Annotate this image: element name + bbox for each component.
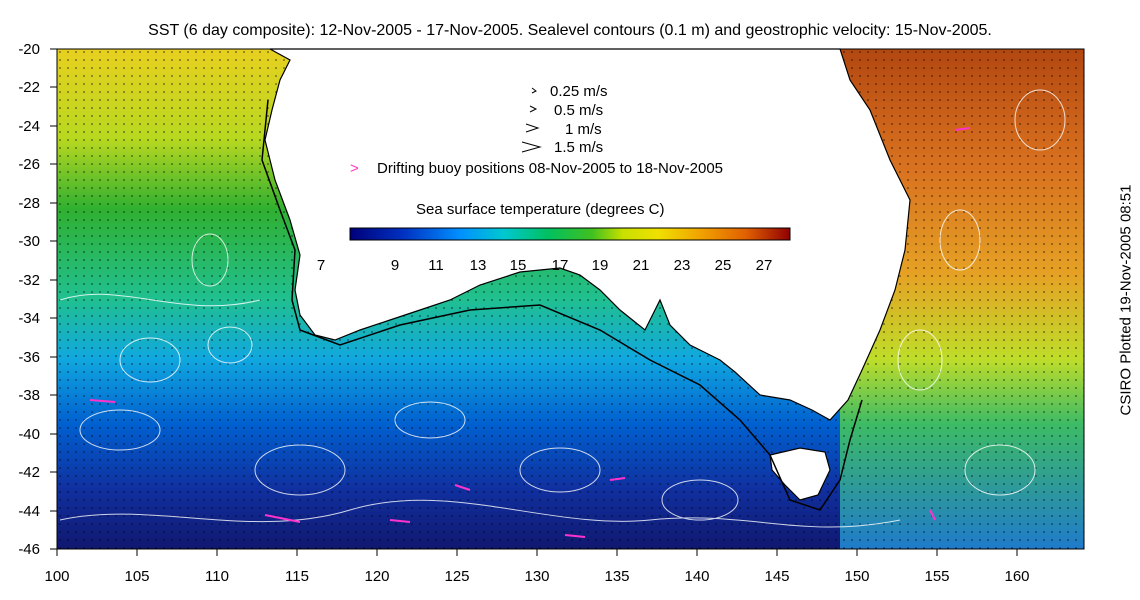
colorbar-ticks: 7 9 11 13 15 17 19 21 23 25 27: [317, 257, 773, 274]
lon-label: 115: [285, 568, 309, 585]
lon-label: 135: [604, 568, 630, 585]
velocity-legend-arrows: [521, 87, 542, 153]
lat-label: -32: [18, 272, 40, 289]
colorbar-tick: 13: [470, 257, 487, 274]
lon-label: 120: [364, 568, 390, 585]
lon-label: 155: [924, 568, 950, 585]
lon-label: 110: [205, 568, 229, 585]
colorbar-tick: 23: [674, 257, 691, 274]
lat-label: -38: [18, 387, 40, 404]
colorbar-tick: 7: [317, 257, 325, 274]
lon-label: 125: [444, 568, 470, 585]
lat-label: -22: [18, 79, 40, 96]
tasmania: [769, 447, 831, 501]
colorbar-tick: 11: [428, 257, 444, 274]
colorbar: [349, 227, 791, 241]
lat-label: -26: [18, 156, 40, 173]
colorbar-tick: 27: [756, 257, 773, 274]
velocity-legend-label-3: 1.5 m/s: [554, 139, 603, 156]
lon-label: 105: [124, 568, 150, 585]
buoy-legend-symbol: >: [350, 160, 359, 177]
lon-label: 160: [1004, 568, 1030, 585]
colorbar-tick: 15: [510, 257, 527, 274]
velocity-legend-label-0: 0.25 m/s: [550, 83, 608, 100]
lat-label: -46: [18, 541, 40, 558]
colorbar-tick: 25: [715, 257, 732, 274]
sealevel-contours: [59, 89, 1066, 528]
lat-label: -44: [18, 503, 40, 520]
lon-label: 150: [844, 568, 870, 585]
lon-label: 140: [684, 568, 710, 585]
colorbar-tick: 17: [552, 257, 569, 274]
axis-ticks: [50, 48, 1018, 556]
colorbar-tick: 9: [391, 257, 399, 274]
lon-label: 145: [764, 568, 790, 585]
colorbar-tick: 21: [633, 257, 650, 274]
velocity-legend-label-2: 1 m/s: [565, 121, 602, 138]
plot-title: SST (6 day composite): 12-Nov-2005 - 17-…: [148, 22, 992, 39]
lat-label: -20: [18, 41, 40, 58]
plot-frame: [56, 48, 1085, 550]
buoy-tracks: [89, 127, 971, 538]
colorbar-title: Sea surface temperature (degrees C): [416, 201, 664, 218]
lat-label: -30: [18, 233, 40, 250]
lon-label: 100: [44, 568, 70, 585]
colorbar-tick: 19: [592, 257, 609, 274]
lat-label: -36: [18, 349, 40, 366]
buoy-legend-label: Drifting buoy positions 08-Nov-2005 to 1…: [377, 160, 723, 177]
lat-label: -28: [18, 195, 40, 212]
lon-label: 130: [524, 568, 550, 585]
shelf-contour: [261, 99, 863, 511]
lat-label: -40: [18, 426, 40, 443]
velocity-legend-label-1: 0.5 m/s: [554, 102, 603, 119]
lat-label: -42: [18, 464, 40, 481]
lat-label: -34: [18, 310, 40, 327]
lat-label: -24: [18, 118, 40, 135]
